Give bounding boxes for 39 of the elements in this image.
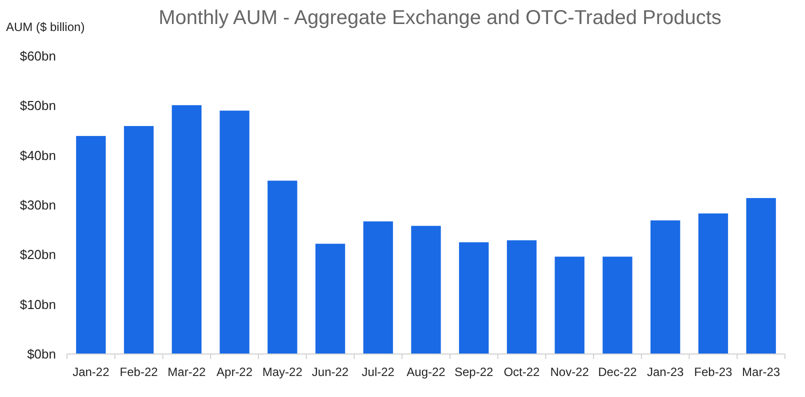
chart-title: Monthly AUM - Aggregate Exchange and OTC-Traded Products xyxy=(158,7,722,29)
x-tick-label: Jul-22 xyxy=(362,365,395,379)
y-tick-label: $50bn xyxy=(20,98,56,114)
x-tick-label: Aug-22 xyxy=(406,365,446,379)
y-tick-label: $40bn xyxy=(20,148,56,163)
bar xyxy=(602,256,632,354)
x-tick-label: Mar-22 xyxy=(168,365,206,379)
bar xyxy=(220,110,250,354)
bar xyxy=(698,213,728,354)
x-tick-label: Jan-23 xyxy=(646,365,684,379)
x-tick-label: May-22 xyxy=(262,365,303,379)
bar xyxy=(459,242,489,354)
x-tick-label: Jan-22 xyxy=(72,365,110,379)
bar xyxy=(363,221,393,354)
x-tick-label: Apr-22 xyxy=(216,365,253,379)
bar xyxy=(124,126,154,354)
y-axis-title: AUM ($ billion) xyxy=(6,20,85,34)
bar xyxy=(506,240,537,354)
x-tick-label: Feb-22 xyxy=(120,365,158,379)
y-tick-label: $20bn xyxy=(20,247,56,262)
y-tick-label: $30bn xyxy=(20,198,56,213)
x-tick-label: Nov-22 xyxy=(550,365,590,379)
bar xyxy=(746,198,776,354)
y-tick-label: $0bn xyxy=(27,346,56,362)
x-tick-label: Mar-23 xyxy=(742,365,780,379)
x-tick-label: Sep-22 xyxy=(454,365,494,379)
x-tick-label: Oct-22 xyxy=(504,365,540,379)
bar xyxy=(411,226,441,354)
bar xyxy=(650,220,680,354)
bar xyxy=(554,256,584,354)
y-tick-label: $60bn xyxy=(20,48,56,64)
x-tick-label: Dec-22 xyxy=(598,365,638,379)
bar xyxy=(172,105,202,354)
x-tick-label: Jun-22 xyxy=(312,365,349,379)
bar xyxy=(268,180,298,354)
x-tick-label: Feb-23 xyxy=(694,365,733,379)
y-tick-label: $10bn xyxy=(20,296,56,312)
bar xyxy=(315,244,346,354)
bar xyxy=(76,136,106,354)
